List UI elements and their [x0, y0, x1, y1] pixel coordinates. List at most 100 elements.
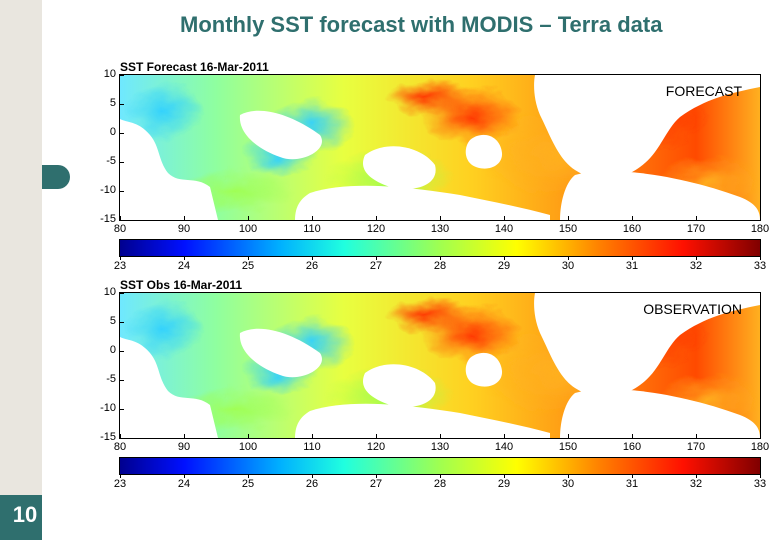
y-tick: [120, 409, 124, 410]
x-tick: [504, 434, 505, 438]
y-tick-label: 0: [88, 126, 116, 138]
y-tick-label: 5: [88, 97, 116, 109]
sidebar-strip: [0, 0, 42, 540]
x-tick-label: 170: [684, 441, 708, 453]
colorbar-tick-label: 29: [494, 260, 514, 272]
y-tick: [120, 438, 124, 439]
x-tick-label: 170: [684, 223, 708, 235]
y-tick-label: -5: [88, 155, 116, 167]
forecast-subtitle: SST Forecast 16-Mar-2011: [120, 60, 269, 74]
x-tick-label: 110: [300, 223, 324, 235]
x-tick: [632, 434, 633, 438]
x-tick-label: 110: [300, 441, 324, 453]
x-tick-label: 100: [236, 441, 260, 453]
page-number: 10: [8, 502, 42, 528]
x-tick: [376, 434, 377, 438]
x-tick: [312, 434, 313, 438]
x-tick: [696, 216, 697, 220]
x-tick-label: 90: [172, 441, 196, 453]
colorbar-tick-label: 28: [430, 260, 450, 272]
y-tick: [120, 293, 124, 294]
y-tick: [120, 162, 124, 163]
colorbar-tick-label: 27: [366, 478, 386, 490]
x-tick-label: 90: [172, 223, 196, 235]
observation-open-label: OBSERVATION: [643, 301, 742, 317]
x-tick: [760, 434, 761, 438]
forecast-open-label: FORECAST: [666, 83, 742, 99]
y-tick-label: -10: [88, 184, 116, 196]
x-tick-label: 160: [620, 223, 644, 235]
x-tick: [184, 216, 185, 220]
x-tick-label: 130: [428, 441, 452, 453]
colorbar-tick-label: 29: [494, 478, 514, 490]
colorbar: [120, 458, 760, 474]
y-tick: [120, 191, 124, 192]
colorbar: [120, 240, 760, 256]
x-tick: [632, 216, 633, 220]
x-tick: [248, 216, 249, 220]
y-tick-label: 0: [88, 344, 116, 356]
x-tick-label: 140: [492, 223, 516, 235]
colorbar-tick-label: 24: [174, 478, 194, 490]
colorbar-tick-label: 26: [302, 260, 322, 272]
x-tick: [760, 216, 761, 220]
x-tick: [376, 216, 377, 220]
y-tick-label: -5: [88, 373, 116, 385]
x-tick-label: 160: [620, 441, 644, 453]
y-tick: [120, 220, 124, 221]
y-tick-label: 10: [88, 68, 116, 80]
y-tick-label: 10: [88, 286, 116, 298]
colorbar-tick-label: 33: [750, 478, 770, 490]
colorbar-tick-label: 27: [366, 260, 386, 272]
x-tick: [120, 434, 121, 438]
x-tick: [504, 216, 505, 220]
colorbar-tick-label: 31: [622, 478, 642, 490]
colorbar-tick-label: 30: [558, 260, 578, 272]
colorbar-tick-label: 32: [686, 260, 706, 272]
x-tick: [312, 216, 313, 220]
x-tick-label: 120: [364, 441, 388, 453]
x-tick: [120, 216, 121, 220]
colorbar-tick-label: 33: [750, 260, 770, 272]
x-tick-label: 80: [108, 223, 132, 235]
x-tick-label: 180: [748, 223, 772, 235]
x-tick-label: 180: [748, 441, 772, 453]
y-tick: [120, 133, 124, 134]
figure-area: SST Forecast 16-Mar-2011FORECAST-15-10-5…: [80, 60, 770, 530]
x-tick: [440, 216, 441, 220]
colorbar-tick-label: 24: [174, 260, 194, 272]
x-tick: [184, 434, 185, 438]
colorbar-tick-label: 23: [110, 478, 130, 490]
y-tick: [120, 380, 124, 381]
colorbar-tick-label: 25: [238, 260, 258, 272]
y-tick: [120, 351, 124, 352]
colorbar-tick-label: 25: [238, 478, 258, 490]
colorbar-tick-label: 26: [302, 478, 322, 490]
x-tick-label: 140: [492, 441, 516, 453]
colorbar-tick-label: 31: [622, 260, 642, 272]
colorbar-tick-label: 28: [430, 478, 450, 490]
x-tick: [248, 434, 249, 438]
x-tick: [568, 216, 569, 220]
colorbar-tick-label: 30: [558, 478, 578, 490]
sidebar-accent: [42, 165, 70, 189]
forecast-map-panel: [120, 75, 760, 220]
x-tick-label: 150: [556, 223, 580, 235]
x-tick: [440, 434, 441, 438]
x-tick-label: 130: [428, 223, 452, 235]
x-tick-label: 120: [364, 223, 388, 235]
colorbar-tick-label: 32: [686, 478, 706, 490]
y-tick: [120, 104, 124, 105]
y-tick-label: -10: [88, 402, 116, 414]
x-tick-label: 80: [108, 441, 132, 453]
colorbar-tick-label: 23: [110, 260, 130, 272]
y-tick: [120, 322, 124, 323]
x-tick-label: 150: [556, 441, 580, 453]
x-tick-label: 100: [236, 223, 260, 235]
y-tick: [120, 75, 124, 76]
x-tick: [696, 434, 697, 438]
observation-subtitle: SST Obs 16-Mar-2011: [120, 278, 242, 292]
page-title: Monthly SST forecast with MODIS – Terra …: [180, 12, 662, 38]
x-tick: [568, 434, 569, 438]
y-tick-label: 5: [88, 315, 116, 327]
